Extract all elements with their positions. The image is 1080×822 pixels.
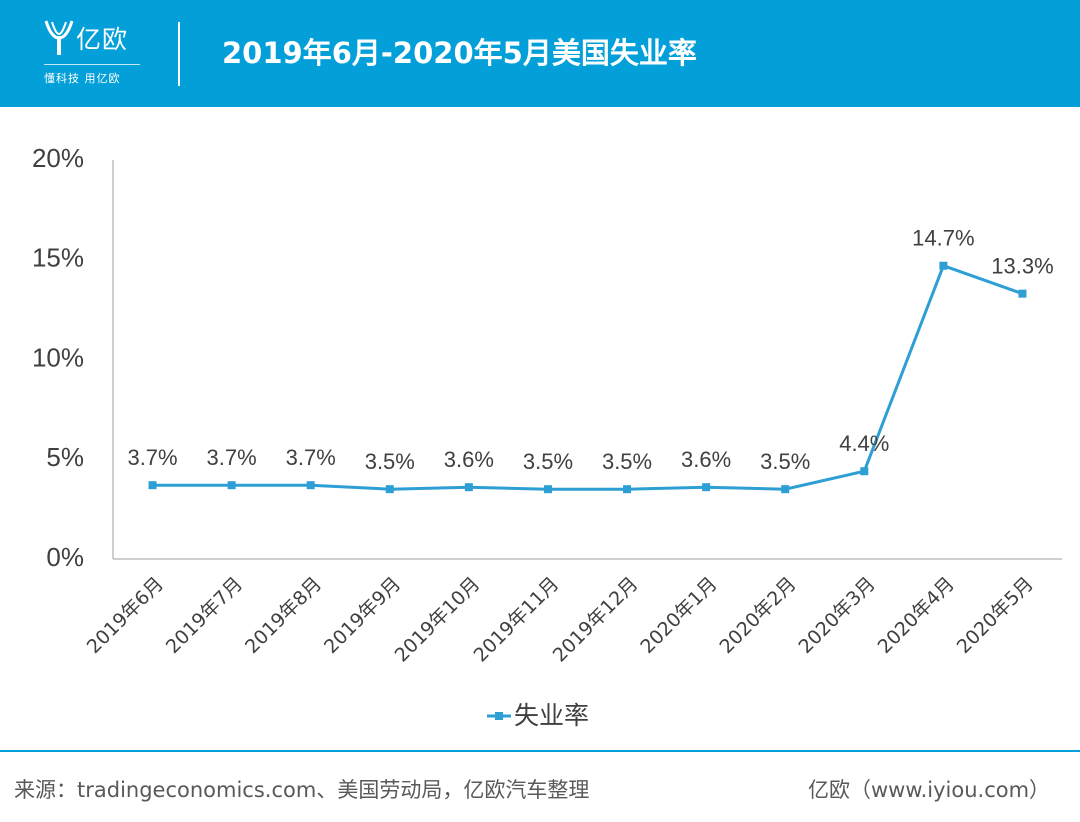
y-tick-label: 0% <box>46 542 84 572</box>
x-tick-label: 2020年1月 <box>636 573 721 658</box>
x-tick-label: 2019年6月 <box>83 573 168 658</box>
data-label: 3.6% <box>444 447 494 472</box>
y-axis-labels: 0% 5% 10% 15% 20% <box>32 143 84 572</box>
logo-mark-icon <box>44 20 74 55</box>
data-label: 3.5% <box>602 449 652 474</box>
data-label: 3.7% <box>286 445 336 470</box>
data-point-marker <box>385 485 394 494</box>
legend-marker-icon <box>495 712 503 720</box>
data-point-marker <box>227 481 236 490</box>
data-point-marker <box>781 485 790 494</box>
data-labels: 3.7% 3.7% 3.7% 3.5% 3.6% 3.5% 3.5% 3.6% 3.5% 4.4%… <box>127 226 1053 474</box>
data-label: 3.6% <box>681 447 731 472</box>
x-tick-label: 2019年9月 <box>320 573 405 658</box>
data-point-marker <box>702 483 711 492</box>
footer-divider <box>0 750 1080 752</box>
header-divider <box>178 22 180 86</box>
line-chart: 0%5%10%15%20% 2019年6月2019年7月2019年8月2019年… <box>32 143 1062 730</box>
x-tick-label: 2019年7月 <box>162 573 247 658</box>
data-label: 3.5% <box>365 449 415 474</box>
logo: 亿欧 懂科技 用亿欧 <box>44 18 152 88</box>
header-banner: 亿欧 懂科技 用亿欧 2019年6月-2020年5月美国失业率 <box>0 0 1080 107</box>
x-axis-labels: 2019年6月2019年7月2019年8月2019年9月2019年10月2019… <box>83 573 1038 667</box>
data-point-marker <box>860 467 869 476</box>
y-tick-label: 5% <box>46 442 84 472</box>
logo-divider <box>44 64 140 65</box>
data-point-marker <box>306 481 315 490</box>
legend-label: 失业率 <box>514 701 589 730</box>
x-tick-label: 2019年8月 <box>241 573 326 658</box>
footer-source: 来源：tradingeconomics.com、美国劳动局，亿欧汽车整理 <box>14 778 590 802</box>
data-label: 3.5% <box>523 449 573 474</box>
legend: 失业率 <box>487 701 589 730</box>
x-tick-label: 2020年5月 <box>953 573 1038 658</box>
footer-brand: 亿欧（www.iyiou.com） <box>808 778 1051 802</box>
series-markers <box>148 261 1027 494</box>
data-point-marker <box>543 485 552 494</box>
data-label: 13.3% <box>991 254 1053 279</box>
series-line <box>152 263 1024 491</box>
data-label: 4.4% <box>839 431 889 456</box>
x-tick-label: 2020年3月 <box>795 573 880 658</box>
logo-slogan: 懂科技 用亿欧 <box>44 72 121 85</box>
chart-title: 2019年6月-2020年5月美国失业率 <box>222 36 697 70</box>
data-point-marker <box>939 261 948 270</box>
data-point-marker <box>623 485 632 494</box>
data-label: 3.7% <box>127 445 177 470</box>
data-point-marker <box>464 483 473 492</box>
y-tick-label: 10% <box>32 342 84 372</box>
x-tick-label: 2019年12月 <box>549 573 643 667</box>
x-tick-label: 2020年2月 <box>715 573 800 658</box>
data-point-marker <box>1018 289 1027 298</box>
x-tick-label: 2020年4月 <box>874 573 959 658</box>
logo-name: 亿欧 <box>76 25 129 54</box>
y-tick-label: 15% <box>32 243 84 273</box>
data-label: 14.7% <box>912 226 974 251</box>
y-tick-label: 20% <box>32 143 84 173</box>
data-point-marker <box>148 481 157 490</box>
data-label: 3.7% <box>207 445 257 470</box>
data-label: 3.5% <box>760 449 810 474</box>
